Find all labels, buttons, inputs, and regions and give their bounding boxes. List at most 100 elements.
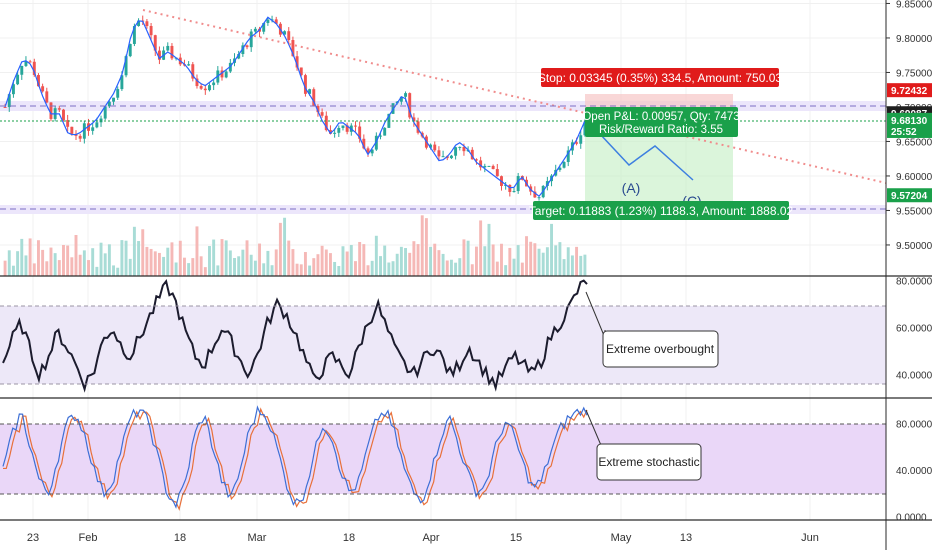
candle-body [137, 20, 141, 27]
stoch-tick-label: 40.0000 [896, 466, 932, 477]
price-tag-bg [887, 83, 932, 98]
wave-label-a: (A) [622, 180, 641, 196]
volume-bar [157, 252, 161, 276]
volume-bar [545, 247, 549, 276]
candle-body [562, 162, 566, 168]
stoch-axis[interactable]: 80.0000 40.0000 0.0000 [896, 420, 932, 524]
volume-bar [62, 245, 65, 276]
volume-bar [220, 239, 224, 276]
candle-body [462, 146, 466, 152]
candle-body [362, 138, 366, 149]
volume-bar [404, 248, 408, 276]
candle-body [429, 144, 433, 148]
candle-body [437, 150, 441, 157]
candle-body [20, 65, 24, 75]
volume-bar [345, 251, 349, 276]
volume-bar [174, 262, 178, 276]
volume-bar [16, 251, 20, 276]
rsi-band-fill [0, 306, 886, 384]
volume-bar [241, 249, 245, 276]
candle-body [449, 155, 453, 159]
candle-body [504, 184, 508, 186]
candle-body [412, 117, 416, 122]
time-tick-label: Feb [79, 532, 98, 544]
candle-body [249, 31, 253, 48]
stoch-callout-box[interactable] [596, 443, 702, 481]
trendline[interactable] [142, 9, 887, 184]
candle-body [220, 70, 224, 78]
candle-body [470, 149, 474, 160]
candle-body [404, 93, 408, 97]
candle-body [337, 127, 341, 133]
volume-bar [362, 244, 366, 276]
candle-body [87, 123, 90, 131]
volume-bar [312, 258, 316, 276]
volume-bar [474, 246, 478, 276]
candle-body [345, 125, 349, 132]
candle-body [416, 121, 420, 133]
candle-body [112, 97, 116, 102]
volume-bar [412, 241, 416, 276]
candle-body [537, 197, 541, 199]
candle-body [28, 61, 32, 63]
candle-body [379, 135, 382, 137]
volume-bar [341, 246, 345, 276]
volume-bar [270, 265, 274, 276]
candle-body [3, 106, 7, 108]
volume-bar [533, 243, 537, 276]
volume-bar [379, 256, 382, 276]
volume-bar [558, 242, 562, 276]
rsi-axis[interactable]: 80.0000 60.0000 40.0000 [896, 277, 932, 382]
volume-bar [487, 223, 491, 276]
candle-body [132, 26, 136, 44]
stoch-lines [2, 405, 588, 511]
candle-body [245, 45, 249, 48]
volume-bar [525, 236, 528, 276]
volume-bar [11, 265, 15, 276]
volume-bar [299, 264, 303, 276]
volume-bar [333, 261, 337, 276]
candle-body [7, 94, 11, 108]
volume-bar [454, 262, 458, 276]
candle-body [103, 106, 107, 119]
candle-body [107, 101, 111, 107]
candle-body [495, 169, 499, 177]
volume-bar [212, 239, 216, 276]
volume-bar [78, 254, 82, 276]
pnl-label-bg[interactable] [585, 107, 738, 137]
volume-bar [320, 245, 324, 276]
stop-label-bg[interactable] [541, 68, 779, 87]
candle-body [11, 84, 15, 95]
volume-bar [520, 262, 524, 276]
volume-bar [258, 243, 262, 276]
price-tick-label: 9.80000 [896, 34, 932, 45]
volume-bar [20, 238, 24, 276]
volume-bar [337, 265, 341, 276]
volume-bar [579, 255, 583, 276]
candle-body [454, 147, 458, 156]
candle-body [166, 45, 170, 51]
volume-bar [462, 239, 466, 276]
candle-body [199, 86, 203, 89]
time-axis[interactable]: 23 Feb 18 Mar 18 Apr 15 May 13 Jun [27, 532, 819, 544]
volume-bar [253, 260, 257, 276]
candle-body [287, 31, 291, 41]
volume-bar [116, 267, 120, 276]
rsi-callout-box[interactable] [602, 330, 719, 368]
volume-bar [408, 252, 412, 276]
candle-body [16, 74, 20, 85]
candle-body [124, 56, 128, 76]
volume-bar [479, 220, 483, 276]
wave-path[interactable] [584, 117, 694, 181]
target-label-bg[interactable] [533, 201, 789, 220]
time-tick-label: May [611, 532, 632, 544]
candle-body [512, 191, 516, 193]
volume-bar [399, 246, 403, 276]
volume-bar [424, 218, 428, 276]
volume-bar [512, 258, 516, 276]
volume-bar [537, 248, 541, 276]
candle-body [474, 159, 478, 161]
candle-body [487, 165, 491, 167]
candle-body [283, 31, 287, 35]
